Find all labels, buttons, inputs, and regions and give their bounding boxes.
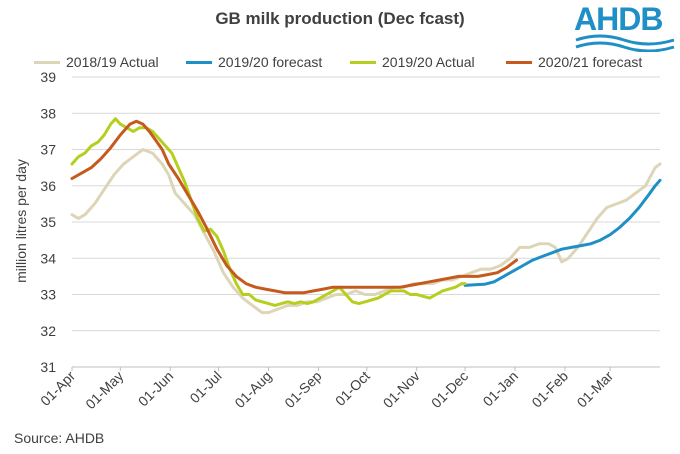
chart-legend: 2018/19 Actual 2019/20 forecast 2019/20 …: [0, 52, 680, 72]
series-line-2020-21-forecast: [70, 119, 519, 295]
x-tick-label: 01-Dec: [428, 368, 471, 411]
source-note: Source: AHDB: [14, 430, 105, 446]
x-tick-label: 01-Feb: [528, 368, 571, 411]
gridlines: [72, 76, 660, 368]
x-tick-label: 01-Nov: [380, 368, 423, 411]
y-axis-label: million litres per day: [13, 159, 29, 283]
legend-label: 2018/19 Actual: [66, 54, 159, 70]
legend-swatch: [350, 60, 376, 64]
legend-item-2019-20-actual: 2019/20 Actual: [350, 52, 475, 72]
legend-label: 2020/21 forecast: [538, 54, 643, 70]
y-tick-label: 38: [40, 105, 56, 121]
x-tick-label: 01-Oct: [332, 368, 373, 409]
series-group: [70, 117, 662, 315]
logo-waves-icon: [575, 34, 675, 52]
x-tick-label: 01-Aug: [231, 368, 274, 411]
y-axis: 31 32 33 34 35 36 37 38 39: [40, 69, 56, 375]
ahdb-logo: AHDB: [574, 2, 678, 52]
y-tick-label: 36: [40, 178, 56, 194]
chart-title: GB milk production (Dec fcast): [215, 9, 465, 28]
y-tick-label: 39: [40, 69, 56, 85]
x-tick-label: 01-Jul: [186, 368, 224, 406]
legend-item-2018-19-actual: 2018/19 Actual: [34, 52, 159, 72]
x-tick-label: 01-Jun: [135, 368, 177, 410]
y-tick-label: 37: [40, 142, 56, 158]
legend-item-2019-20-forecast: 2019/20 forecast: [186, 52, 322, 72]
y-tick-label: 32: [40, 323, 56, 339]
legend-swatch: [34, 60, 60, 64]
legend-item-2020-21-forecast: 2020/21 forecast: [506, 52, 642, 72]
x-tick-label: 01-Mar: [574, 368, 617, 411]
series-line-2018-19-actual: [70, 148, 662, 315]
series-line-2019-20-actual: [70, 117, 467, 307]
legend-label: 2019/20 Actual: [382, 54, 475, 70]
x-tick-label: 01-Jan: [480, 368, 522, 410]
x-tick-label: 01-May: [82, 368, 126, 412]
legend-swatch: [186, 60, 212, 64]
logo-text: AHDB: [574, 1, 663, 37]
y-tick-label: 34: [40, 250, 56, 266]
y-tick-label: 31: [40, 359, 56, 375]
x-tick-label: 01-Sep: [281, 368, 324, 411]
series-line-2019-20-forecast: [463, 178, 662, 287]
y-tick-label: 35: [40, 214, 56, 230]
y-tick-label: 33: [40, 287, 56, 303]
legend-swatch: [506, 60, 532, 64]
x-axis: 01-Apr 01-May 01-Jun 01-Jul 01-Aug 01-Sep 01-O…: [37, 367, 616, 412]
legend-label: 2019/20 forecast: [218, 54, 323, 70]
